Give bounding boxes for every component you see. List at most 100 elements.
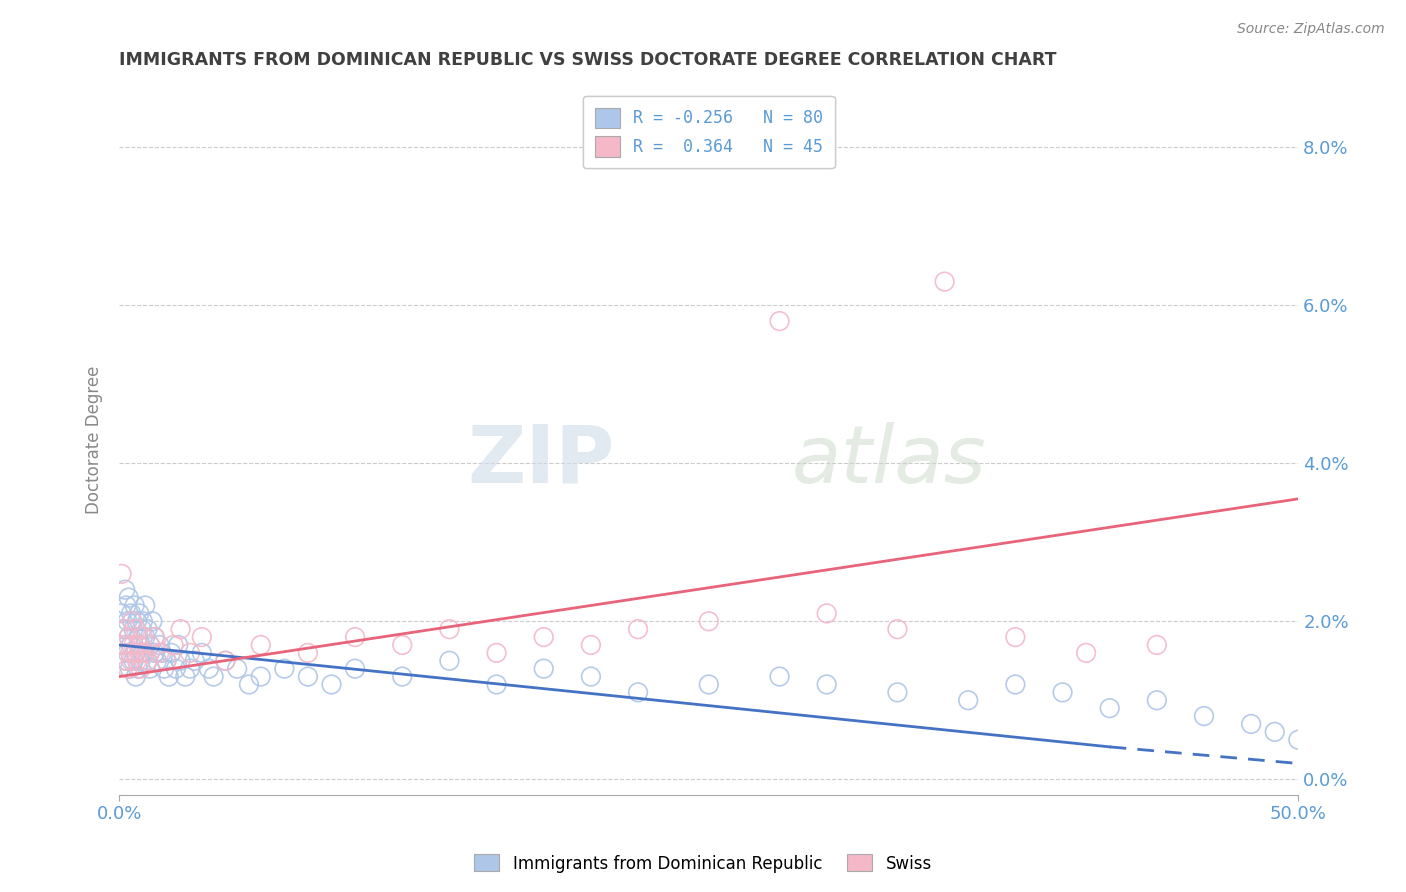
Point bbox=[120, 638, 142, 652]
Point bbox=[139, 638, 162, 652]
Point bbox=[1286, 732, 1309, 747]
Point bbox=[131, 622, 153, 636]
Point bbox=[191, 630, 214, 644]
Point bbox=[249, 638, 271, 652]
Point bbox=[155, 654, 177, 668]
Point bbox=[143, 630, 166, 644]
Point bbox=[115, 599, 138, 613]
Point bbox=[1146, 638, 1168, 652]
Point bbox=[129, 654, 152, 668]
Point bbox=[184, 654, 207, 668]
Point bbox=[934, 275, 956, 289]
Point bbox=[118, 630, 141, 644]
Point bbox=[1192, 709, 1215, 723]
Point bbox=[118, 662, 141, 676]
Point bbox=[321, 677, 343, 691]
Point bbox=[202, 669, 225, 683]
Point bbox=[157, 669, 180, 683]
Point bbox=[297, 669, 319, 683]
Point bbox=[191, 646, 214, 660]
Point bbox=[132, 615, 155, 629]
Point bbox=[117, 615, 139, 629]
Point bbox=[214, 654, 236, 668]
Point bbox=[129, 662, 152, 676]
Point bbox=[1004, 677, 1026, 691]
Point bbox=[134, 646, 156, 660]
Point bbox=[815, 677, 838, 691]
Point bbox=[139, 662, 162, 676]
Point bbox=[114, 654, 136, 668]
Point bbox=[125, 654, 148, 668]
Point bbox=[1098, 701, 1121, 715]
Point bbox=[249, 669, 271, 683]
Point bbox=[485, 646, 508, 660]
Point bbox=[533, 630, 555, 644]
Point bbox=[297, 646, 319, 660]
Point bbox=[122, 654, 145, 668]
Point bbox=[1146, 693, 1168, 707]
Point bbox=[238, 677, 260, 691]
Text: IMMIGRANTS FROM DOMINICAN REPUBLIC VS SWISS DOCTORATE DEGREE CORRELATION CHART: IMMIGRANTS FROM DOMINICAN REPUBLIC VS SW… bbox=[120, 51, 1057, 69]
Point bbox=[127, 630, 149, 644]
Point bbox=[148, 646, 170, 660]
Point bbox=[136, 654, 159, 668]
Point bbox=[162, 638, 184, 652]
Point bbox=[117, 646, 139, 660]
Point bbox=[214, 654, 236, 668]
Point bbox=[121, 615, 143, 629]
Text: ZIP: ZIP bbox=[467, 422, 614, 500]
Point bbox=[111, 566, 134, 581]
Point bbox=[132, 630, 155, 644]
Point bbox=[125, 615, 148, 629]
Point bbox=[111, 607, 134, 621]
Point bbox=[120, 654, 142, 668]
Point bbox=[439, 622, 461, 636]
Point bbox=[579, 669, 602, 683]
Point bbox=[579, 638, 602, 652]
Point bbox=[143, 630, 166, 644]
Point bbox=[125, 646, 148, 660]
Point bbox=[112, 638, 135, 652]
Point bbox=[153, 662, 176, 676]
Point bbox=[125, 669, 148, 683]
Point bbox=[886, 685, 908, 699]
Point bbox=[114, 582, 136, 597]
Point bbox=[118, 591, 141, 605]
Point bbox=[124, 599, 146, 613]
Point bbox=[120, 607, 142, 621]
Point bbox=[134, 630, 156, 644]
Point bbox=[112, 638, 135, 652]
Point bbox=[146, 654, 169, 668]
Point bbox=[697, 677, 720, 691]
Legend: R = -0.256   N = 80, R =  0.364   N = 45: R = -0.256 N = 80, R = 0.364 N = 45 bbox=[583, 96, 835, 169]
Point bbox=[273, 662, 295, 676]
Text: Source: ZipAtlas.com: Source: ZipAtlas.com bbox=[1237, 22, 1385, 37]
Point bbox=[697, 615, 720, 629]
Point bbox=[125, 622, 148, 636]
Point bbox=[815, 607, 838, 621]
Point bbox=[118, 646, 141, 660]
Point bbox=[167, 638, 190, 652]
Point bbox=[344, 630, 367, 644]
Point bbox=[179, 662, 201, 676]
Point bbox=[344, 662, 367, 676]
Legend: Immigrants from Dominican Republic, Swiss: Immigrants from Dominican Republic, Swis… bbox=[468, 847, 938, 880]
Point bbox=[124, 646, 146, 660]
Point bbox=[139, 638, 162, 652]
Point bbox=[198, 662, 221, 676]
Point bbox=[957, 693, 980, 707]
Point bbox=[118, 630, 141, 644]
Point bbox=[129, 638, 152, 652]
Point bbox=[117, 662, 139, 676]
Point bbox=[150, 646, 173, 660]
Point bbox=[128, 646, 150, 660]
Point bbox=[1074, 646, 1097, 660]
Point bbox=[169, 654, 191, 668]
Y-axis label: Doctorate Degree: Doctorate Degree bbox=[86, 366, 103, 514]
Point bbox=[165, 662, 187, 676]
Point bbox=[533, 662, 555, 676]
Point bbox=[134, 599, 156, 613]
Point bbox=[122, 638, 145, 652]
Point bbox=[122, 622, 145, 636]
Text: atlas: atlas bbox=[792, 422, 986, 500]
